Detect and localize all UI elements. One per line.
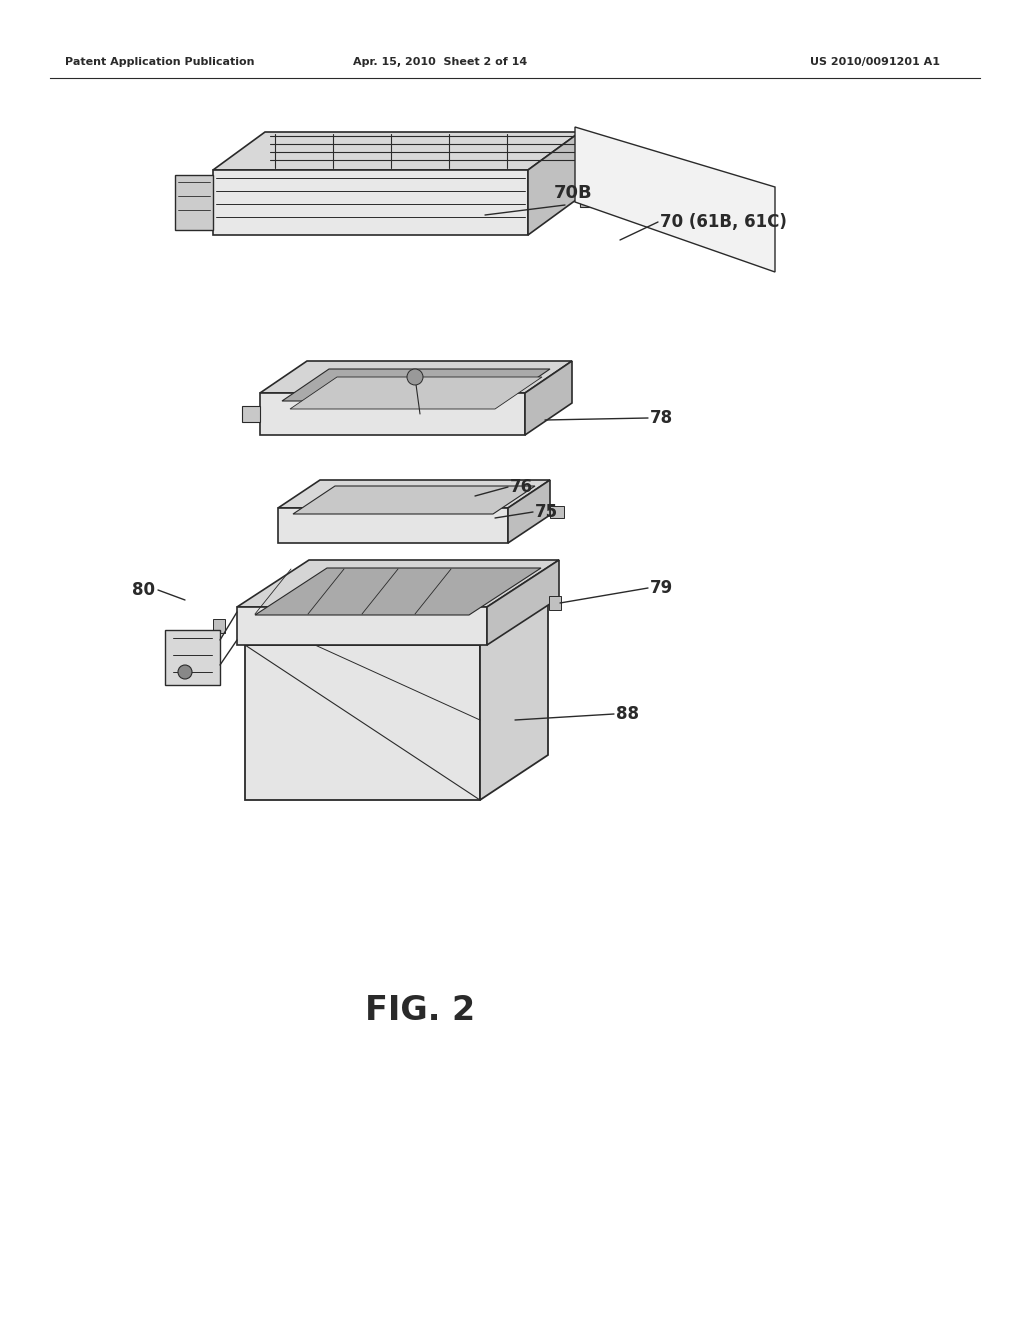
Polygon shape: [487, 560, 559, 645]
Polygon shape: [290, 378, 542, 409]
Polygon shape: [550, 506, 564, 517]
Polygon shape: [549, 597, 561, 610]
Text: 79: 79: [650, 579, 673, 597]
Polygon shape: [245, 601, 548, 645]
Polygon shape: [213, 170, 528, 235]
Polygon shape: [282, 370, 550, 401]
Polygon shape: [242, 407, 260, 422]
Circle shape: [178, 665, 193, 678]
Polygon shape: [175, 176, 213, 230]
Text: Apr. 15, 2010  Sheet 2 of 14: Apr. 15, 2010 Sheet 2 of 14: [353, 57, 527, 67]
Polygon shape: [213, 132, 580, 170]
Polygon shape: [165, 630, 220, 685]
Text: 88: 88: [616, 705, 639, 723]
Polygon shape: [580, 191, 602, 207]
Polygon shape: [255, 568, 541, 615]
Polygon shape: [528, 132, 580, 235]
Text: 80: 80: [132, 581, 155, 599]
Polygon shape: [237, 607, 487, 645]
Polygon shape: [480, 601, 548, 800]
Polygon shape: [213, 619, 225, 634]
Circle shape: [407, 370, 423, 385]
Polygon shape: [278, 480, 550, 508]
Text: 78: 78: [650, 409, 673, 426]
Text: US 2010/0091201 A1: US 2010/0091201 A1: [810, 57, 940, 67]
Text: 70B: 70B: [554, 183, 592, 202]
Text: 70 (61B, 61C): 70 (61B, 61C): [660, 213, 786, 231]
Text: 75: 75: [535, 503, 558, 521]
Text: 76: 76: [510, 478, 534, 496]
Polygon shape: [508, 480, 550, 543]
Polygon shape: [575, 127, 775, 272]
Polygon shape: [293, 486, 535, 513]
Polygon shape: [525, 360, 572, 436]
Polygon shape: [278, 508, 508, 543]
Polygon shape: [237, 560, 559, 607]
Polygon shape: [260, 360, 572, 393]
Polygon shape: [260, 393, 525, 436]
Text: Patent Application Publication: Patent Application Publication: [65, 57, 255, 67]
Polygon shape: [245, 645, 480, 800]
Text: FIG. 2: FIG. 2: [365, 994, 475, 1027]
